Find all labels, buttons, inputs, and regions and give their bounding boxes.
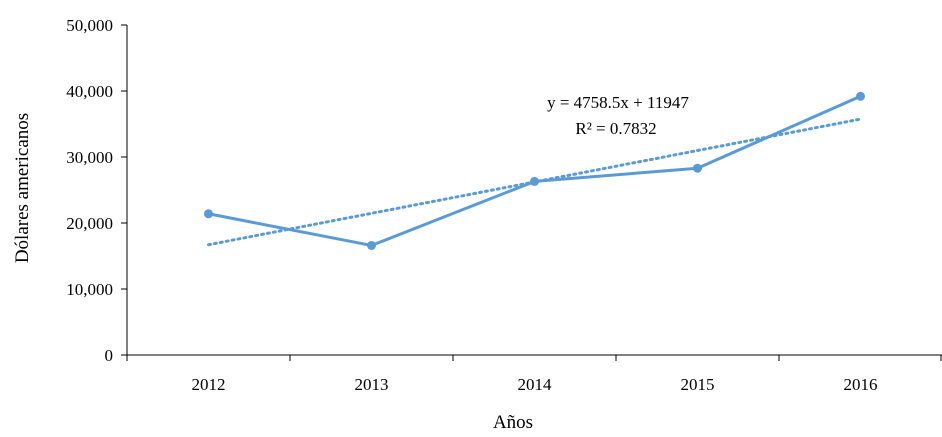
x-tick-label: 2015 — [681, 375, 715, 394]
y-tick-label: 50,000 — [66, 16, 113, 35]
x-tick-label: 2012 — [192, 375, 226, 394]
y-tick-label: 40,000 — [66, 82, 113, 101]
data-point — [367, 240, 376, 250]
y-axis: 0 10,000 20,000 30,000 40,000 50,000 — [66, 16, 128, 365]
y-tick-label: 30,000 — [66, 148, 113, 167]
y-tick-label: 0 — [105, 346, 114, 365]
data-point — [856, 91, 865, 101]
x-tick-label: 2014 — [518, 375, 553, 394]
y-axis-title: Dólares americanos — [12, 113, 33, 263]
x-axis: 2012 2013 2014 2015 2016 — [126, 354, 942, 394]
x-tick-label: 2013 — [355, 375, 389, 394]
trendline-equation: y = 4758.5x + 11947 — [547, 93, 689, 112]
data-series — [204, 91, 865, 250]
x-tick-label: 2016 — [844, 375, 878, 394]
data-point — [204, 209, 213, 219]
series-line — [208, 94, 862, 247]
y-tick-label: 10,000 — [66, 280, 113, 299]
data-point — [530, 176, 539, 186]
trendline-r-squared: R² = 0.7832 — [575, 119, 656, 138]
x-axis-title: Años — [493, 412, 533, 433]
y-tick-label: 20,000 — [66, 214, 113, 233]
data-point — [693, 163, 702, 173]
